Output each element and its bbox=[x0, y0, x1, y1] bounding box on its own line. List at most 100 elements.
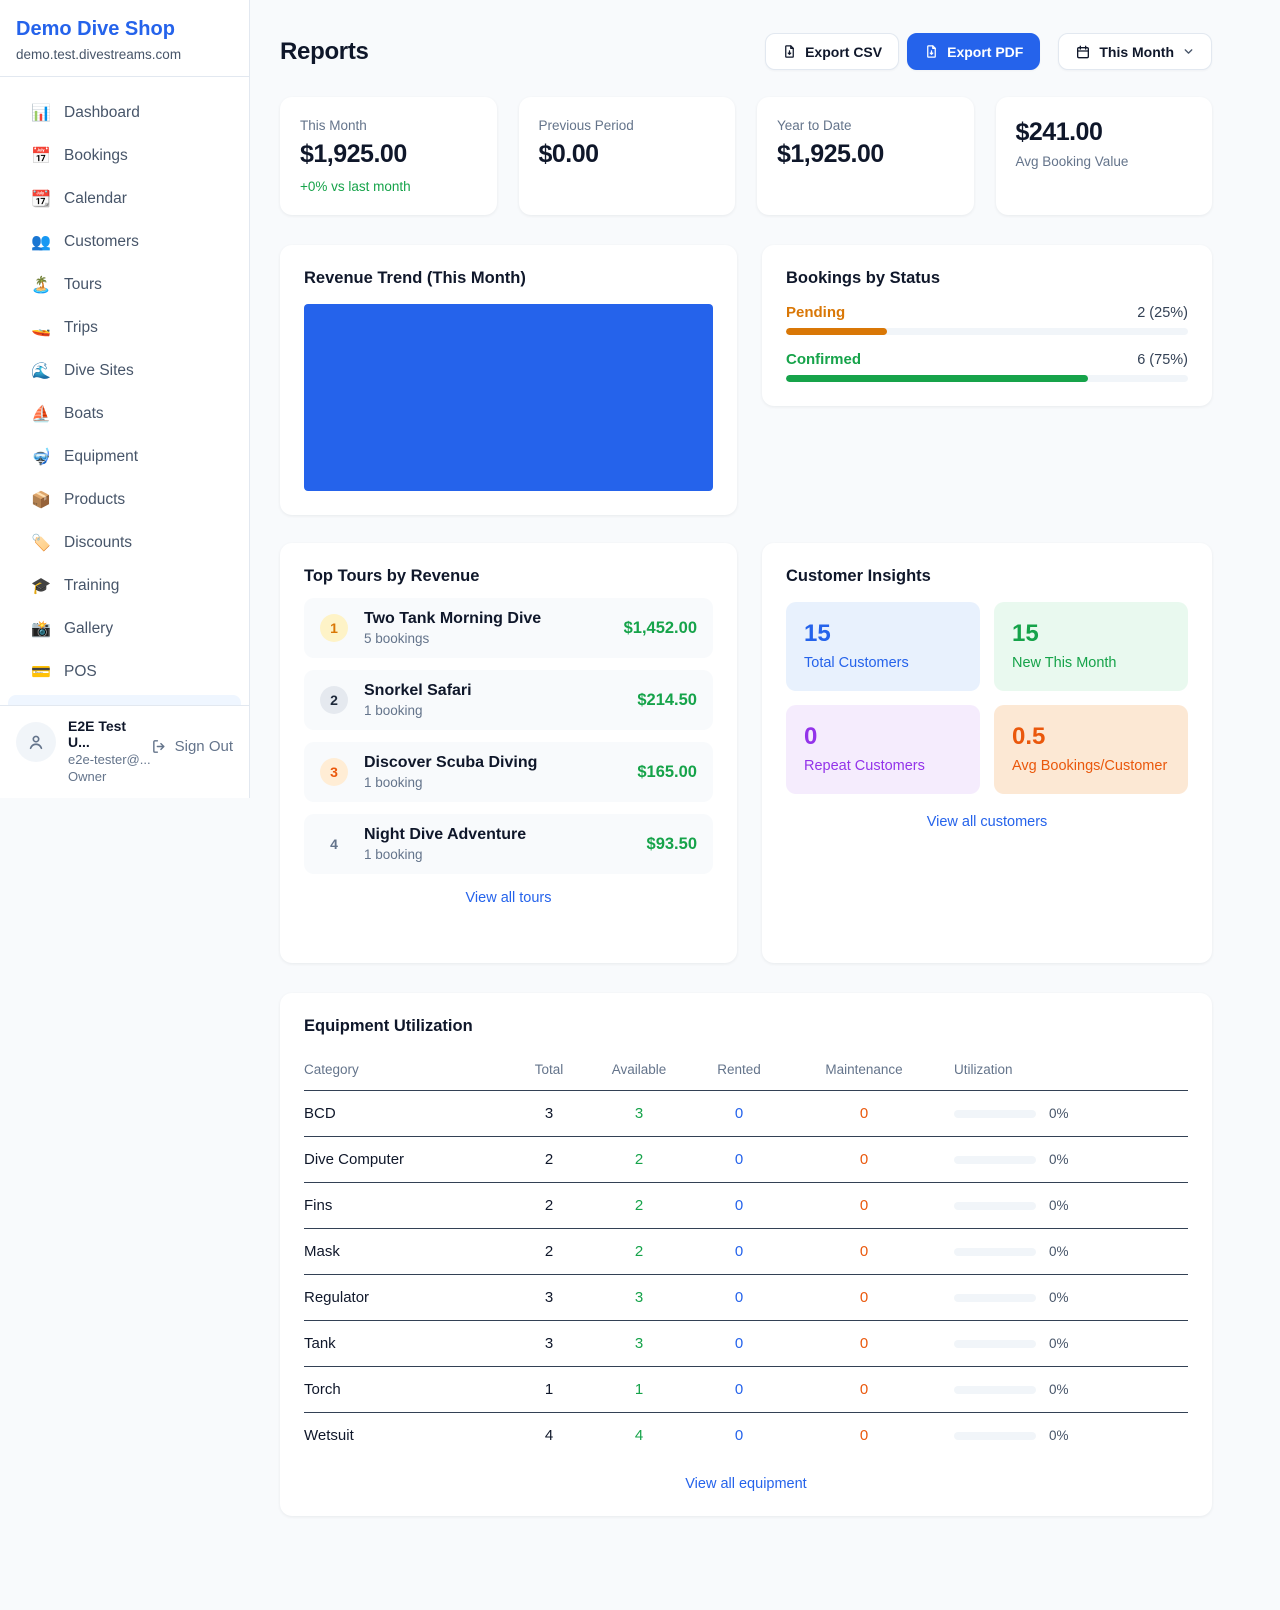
export-pdf-button[interactable]: Export PDF bbox=[907, 33, 1041, 70]
island-icon: 🏝️ bbox=[31, 276, 51, 294]
equipment-utilization-card: Equipment Utilization Category Total Ava… bbox=[280, 993, 1212, 1516]
table-row: Dive Computer 2 2 0 0 0% bbox=[304, 1136, 1188, 1183]
shop-domain: demo.test.divestreams.com bbox=[16, 47, 182, 62]
stat-card-previous-period: Previous Period $0.00 bbox=[518, 97, 735, 215]
user-info: E2E Test U... e2e-tester@... Owner bbox=[68, 718, 151, 784]
revenue-trend-chart bbox=[304, 304, 713, 491]
customer-insights-card: Customer Insights 15 Total Customers 15 … bbox=[762, 543, 1212, 963]
stat-card-year-to-date: Year to Date $1,925.00 bbox=[757, 97, 974, 215]
sidebar-header: Demo Dive Shop demo.test.divestreams.com bbox=[0, 0, 249, 77]
tag-icon: 🏷️ bbox=[31, 534, 51, 552]
insights-row: Top Tours by Revenue 1 Two Tank Morning … bbox=[280, 543, 1212, 963]
sidebar-user-footer: E2E Test U... e2e-tester@... Owner Sign … bbox=[0, 705, 249, 798]
tour-revenue: $165.00 bbox=[637, 762, 697, 781]
page-title: Reports bbox=[280, 37, 369, 65]
tile-avg-bookings-customer: 0.5 Avg Bookings/Customer bbox=[994, 705, 1188, 794]
status-label: Pending bbox=[786, 304, 846, 321]
view-all-tours-link[interactable]: View all tours bbox=[465, 890, 552, 906]
view-all-equipment-link[interactable]: View all equipment bbox=[685, 1476, 807, 1492]
table-row: Mask 2 2 0 0 0% bbox=[304, 1228, 1188, 1275]
tile-total-customers: 15 Total Customers bbox=[786, 602, 980, 691]
sidebar-item-bookings[interactable]: 📅 Bookings bbox=[31, 146, 128, 165]
top-tours-card: Top Tours by Revenue 1 Two Tank Morning … bbox=[280, 543, 737, 963]
status-row-confirmed: Confirmed 6 (75%) bbox=[786, 351, 1188, 382]
sidebar-item-dive-sites[interactable]: 🌊 Dive Sites bbox=[31, 361, 134, 380]
credit-card-icon: 💳 bbox=[31, 663, 51, 681]
sidebar-item-trips[interactable]: 🚤 Trips bbox=[31, 318, 98, 337]
bookings-by-status-title: Bookings by Status bbox=[786, 269, 941, 287]
status-row-pending: Pending 2 (25%) bbox=[786, 304, 1188, 335]
rank-badge: 2 bbox=[320, 686, 348, 714]
top-tours-title: Top Tours by Revenue bbox=[304, 567, 480, 585]
table-row: Wetsuit 4 4 0 0 0% bbox=[304, 1427, 1069, 1444]
sidebar-item-discounts[interactable]: 🏷️ Discounts bbox=[31, 533, 133, 552]
utilization-bar bbox=[954, 1201, 1036, 1210]
person-icon bbox=[29, 735, 43, 750]
status-count: 6 (75%) bbox=[1137, 351, 1188, 368]
people-icon: 👥 bbox=[31, 233, 51, 251]
sidebar-item-reports-active-partial[interactable] bbox=[8, 695, 241, 705]
revenue-trend-card: Revenue Trend (This Month) bbox=[280, 245, 737, 515]
rank-badge: 1 bbox=[320, 614, 348, 642]
sidebar-item-tours[interactable]: 🏝️ Tours bbox=[31, 275, 102, 294]
tour-list-item: 2 Snorkel Safari 1 booking $214.50 bbox=[304, 670, 713, 730]
sidebar-item-calendar[interactable]: 📆 Calendar bbox=[31, 189, 127, 208]
utilization-bar bbox=[954, 1431, 1036, 1440]
camera-icon: 📸 bbox=[31, 620, 51, 638]
tour-revenue: $1,452.00 bbox=[623, 618, 697, 637]
equipment-utilization-title: Equipment Utilization bbox=[304, 1017, 473, 1035]
export-csv-button[interactable]: Export CSV bbox=[765, 33, 900, 70]
utilization-bar bbox=[954, 1385, 1036, 1394]
sidebar-item-equipment[interactable]: 🤿 Equipment bbox=[31, 447, 139, 466]
status-count: 2 (25%) bbox=[1137, 304, 1188, 321]
sidebar-nav: 📊 Dashboard 📅 Bookings 📆 Calendar 👥 Cust… bbox=[0, 77, 249, 705]
utilization-bar bbox=[954, 1155, 1036, 1164]
progress-fill bbox=[786, 328, 887, 335]
stat-card-avg-booking-value: $241.00 Avg Booking Value bbox=[995, 97, 1212, 215]
main-content: Reports Export CSV Export bbox=[250, 0, 1280, 1591]
equipment-table: Category Total Available Rented Maintena… bbox=[304, 1052, 1188, 1458]
calendar-date-icon: 📅 bbox=[31, 147, 51, 165]
sidebar-item-boats[interactable]: ⛵ Boats bbox=[31, 404, 104, 423]
sidebar-item-pos[interactable]: 💳 POS bbox=[31, 662, 97, 681]
logout-icon bbox=[151, 738, 168, 755]
table-row: Regulator 3 3 0 0 0% bbox=[304, 1274, 1188, 1321]
tour-revenue: $93.50 bbox=[646, 834, 697, 853]
sidebar-item-products[interactable]: 📦 Products bbox=[31, 490, 126, 509]
tile-new-this-month: 15 New This Month bbox=[994, 602, 1188, 691]
customer-insights-title: Customer Insights bbox=[786, 567, 931, 585]
utilization-bar bbox=[954, 1293, 1036, 1302]
charts-row: Revenue Trend (This Month) Bookings by S… bbox=[280, 245, 1212, 515]
table-row: Fins 2 2 0 0 0% bbox=[304, 1182, 1188, 1229]
utilization-bar bbox=[954, 1339, 1036, 1348]
calendar-icon: 📆 bbox=[31, 190, 51, 208]
stat-cards-row: This Month $1,925.00 +0% vs last month P… bbox=[280, 97, 1212, 215]
utilization-bar bbox=[954, 1109, 1036, 1118]
header-actions: Export CSV Export PDF Th bbox=[765, 33, 1212, 70]
bookings-by-status-card: Bookings by Status Pending 2 (25%) Confi… bbox=[762, 245, 1212, 406]
bar-chart-icon: 📊 bbox=[31, 104, 51, 122]
sidebar-item-dashboard[interactable]: 📊 Dashboard bbox=[31, 103, 140, 122]
sidebar-item-training[interactable]: 🎓 Training bbox=[31, 576, 120, 595]
revenue-trend-title: Revenue Trend (This Month) bbox=[304, 269, 526, 287]
calendar-icon bbox=[1075, 44, 1091, 60]
table-row: Tank 3 3 0 0 0% bbox=[304, 1320, 1188, 1367]
chevron-down-icon bbox=[1182, 45, 1195, 58]
graduation-cap-icon: 🎓 bbox=[31, 577, 51, 595]
page-header: Reports Export CSV Export bbox=[280, 33, 1212, 70]
status-label: Confirmed bbox=[786, 351, 861, 368]
sidebar-item-customers[interactable]: 👥 Customers bbox=[31, 232, 139, 251]
period-dropdown[interactable]: This Month bbox=[1058, 33, 1212, 70]
sailboat-icon: ⛵ bbox=[31, 405, 51, 423]
package-icon: 📦 bbox=[31, 491, 51, 509]
table-row: Torch 1 1 0 0 0% bbox=[304, 1366, 1188, 1413]
sign-out-button[interactable]: Sign Out bbox=[151, 738, 233, 755]
user-role: Owner bbox=[68, 769, 107, 784]
sidebar-item-gallery[interactable]: 📸 Gallery bbox=[31, 619, 114, 638]
avatar bbox=[16, 722, 56, 762]
view-all-customers-link[interactable]: View all customers bbox=[926, 814, 1048, 830]
file-download-icon bbox=[782, 44, 797, 59]
table-row: BCD 3 3 0 0 0% bbox=[304, 1090, 1188, 1137]
tour-list-item: 3 Discover Scuba Diving 1 booking $165.0… bbox=[304, 742, 713, 802]
stat-card-this-month: This Month $1,925.00 +0% vs last month bbox=[280, 97, 497, 215]
